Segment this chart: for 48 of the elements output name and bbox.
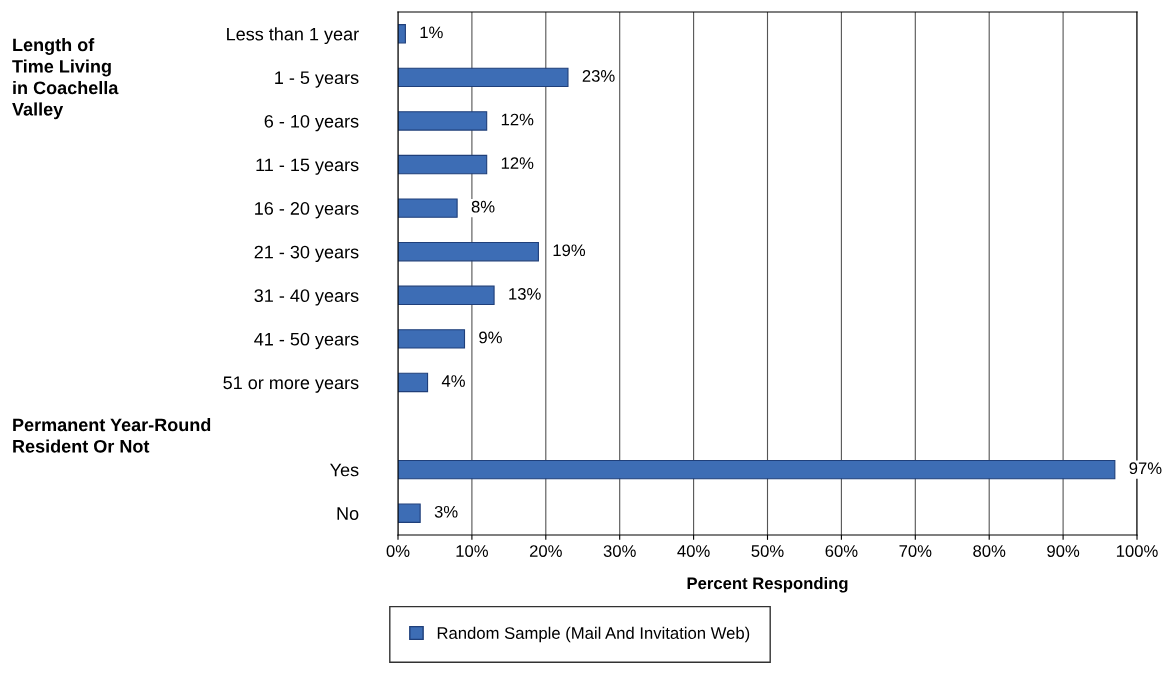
data-label: 4% xyxy=(441,375,465,387)
data-label: 12% xyxy=(501,157,534,169)
data-label: 12% xyxy=(501,113,534,126)
bar xyxy=(398,329,466,349)
y-tick-label: Less than 1 year xyxy=(227,27,359,45)
y-tick-label: 31 - 40 years xyxy=(254,289,359,306)
bar xyxy=(398,24,406,44)
y-tick-label: 11 - 15 years xyxy=(256,158,359,175)
bar xyxy=(398,503,421,523)
y-tick-label: 1 - 5 years xyxy=(275,71,359,88)
y-tick-label: 51 or more years xyxy=(223,376,359,393)
bar xyxy=(398,459,1116,480)
data-label: 13% xyxy=(509,287,541,300)
x-tick-label: 30% xyxy=(603,545,636,557)
x-tick-label: 90% xyxy=(1047,545,1080,557)
data-label: 19% xyxy=(553,244,586,257)
y-tick-label: Yes xyxy=(330,463,359,477)
y-tick-label: 6 - 10 years xyxy=(264,114,359,132)
bar xyxy=(398,372,429,393)
x-tick-label: 10% xyxy=(456,545,488,557)
data-label: 8% xyxy=(471,200,495,213)
x-axis-title: Percent Responding xyxy=(687,576,848,593)
bar xyxy=(398,111,488,131)
bar xyxy=(398,67,569,88)
data-label: 3% xyxy=(434,505,458,518)
y-tick-label: No xyxy=(337,507,359,520)
y-tick-label: 41 - 50 years xyxy=(254,332,359,350)
data-label: 1% xyxy=(420,26,443,39)
x-tick-label: 20% xyxy=(529,545,562,557)
y-tick-label: 16 - 20 years xyxy=(255,202,359,219)
x-tick-label: 0% xyxy=(386,545,410,557)
bar xyxy=(398,285,495,305)
bar xyxy=(398,242,539,262)
y-tick-label: 21 - 30 years xyxy=(254,245,359,262)
x-tick-label: 80% xyxy=(973,545,1006,557)
bar xyxy=(398,198,458,218)
text: Permanent Year-Round Resident Or Not xyxy=(13,418,211,453)
data-label: 97% xyxy=(1129,462,1162,475)
x-tick-label: 60% xyxy=(825,545,858,557)
text: Length of Time Living in Coachella Valley xyxy=(12,38,119,120)
x-tick-label: 70% xyxy=(899,545,932,557)
x-tick-label: 50% xyxy=(751,545,784,557)
legend-label: Random Sample (Mail And Invitation Web) xyxy=(437,626,750,643)
x-tick-label: 100% xyxy=(1116,545,1158,557)
data-label: 23% xyxy=(582,70,615,82)
x-tick-label: 40% xyxy=(677,545,710,557)
bar xyxy=(398,154,488,175)
data-label: 9% xyxy=(479,331,502,344)
